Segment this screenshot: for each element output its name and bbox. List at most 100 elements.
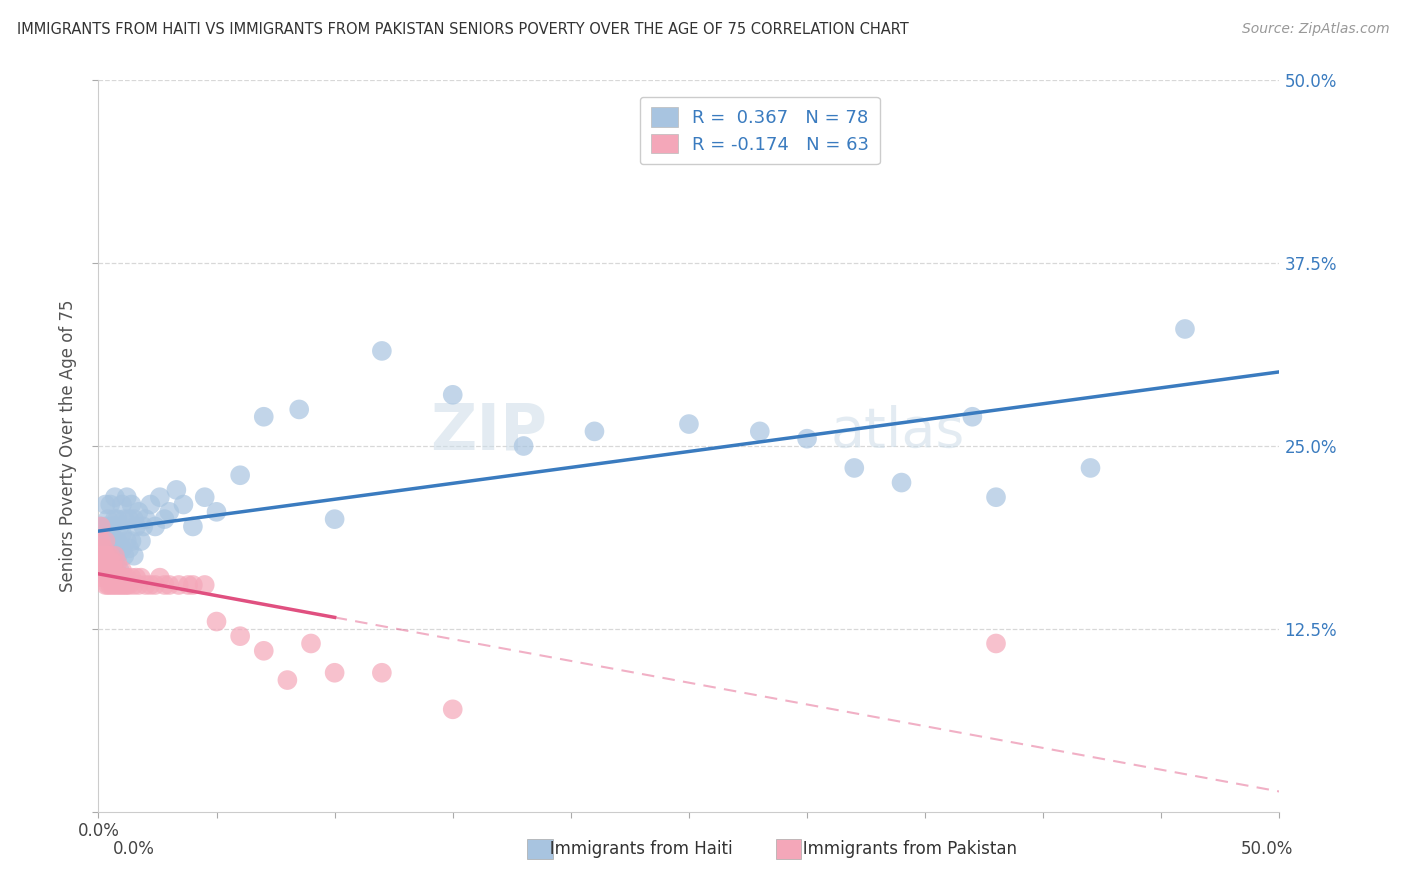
Point xyxy=(98,563,121,577)
Point xyxy=(94,534,117,549)
Point xyxy=(149,571,172,585)
Point xyxy=(91,541,114,556)
Point xyxy=(101,556,124,570)
Point xyxy=(121,534,143,549)
Text: 0.0%: 0.0% xyxy=(112,840,155,858)
Point xyxy=(984,490,1007,504)
Point xyxy=(118,541,141,556)
Point xyxy=(91,556,114,570)
Point xyxy=(205,615,228,629)
Point xyxy=(288,402,311,417)
Point xyxy=(104,578,127,592)
Point xyxy=(105,571,128,585)
Point xyxy=(748,425,770,439)
Point xyxy=(165,483,187,497)
Point xyxy=(118,512,141,526)
Point xyxy=(229,629,252,643)
Point xyxy=(97,512,120,526)
Point xyxy=(323,665,346,680)
Point xyxy=(98,498,121,512)
Point xyxy=(94,549,117,563)
Point xyxy=(90,534,112,549)
Point xyxy=(115,578,138,592)
Text: ZIP: ZIP xyxy=(430,401,547,462)
Point xyxy=(104,563,127,577)
Point xyxy=(101,578,124,592)
Point xyxy=(167,578,190,592)
Point xyxy=(91,556,114,570)
Text: Source: ZipAtlas.com: Source: ZipAtlas.com xyxy=(1241,22,1389,37)
Point xyxy=(97,534,120,549)
Point xyxy=(98,578,121,592)
Point xyxy=(253,409,276,424)
Point xyxy=(177,578,200,592)
Point xyxy=(157,505,180,519)
Point xyxy=(299,636,322,650)
Text: 50.0%: 50.0% xyxy=(1241,840,1294,858)
Point xyxy=(678,417,700,431)
Point xyxy=(105,578,128,592)
Point xyxy=(98,549,121,563)
Point xyxy=(112,571,135,585)
Point xyxy=(121,571,143,585)
Point xyxy=(125,571,148,585)
Point xyxy=(90,534,112,549)
Point xyxy=(125,519,148,533)
Point xyxy=(122,578,145,592)
Point xyxy=(97,541,120,556)
Point xyxy=(108,563,131,577)
Point xyxy=(139,578,162,592)
Point xyxy=(104,534,127,549)
Point xyxy=(105,534,128,549)
Point xyxy=(108,519,131,533)
Text: atlas: atlas xyxy=(831,404,965,458)
Point xyxy=(94,563,117,577)
Point xyxy=(108,578,131,592)
Point xyxy=(104,549,127,563)
Point xyxy=(1080,461,1102,475)
Point xyxy=(97,549,120,563)
Point xyxy=(121,498,143,512)
Point xyxy=(101,571,124,585)
Point xyxy=(276,673,298,687)
Text: IMMIGRANTS FROM HAITI VS IMMIGRANTS FROM PAKISTAN SENIORS POVERTY OVER THE AGE O: IMMIGRANTS FROM HAITI VS IMMIGRANTS FROM… xyxy=(17,22,908,37)
Point xyxy=(181,578,204,592)
Point xyxy=(94,578,117,592)
Point xyxy=(441,388,464,402)
Point xyxy=(143,519,166,533)
Y-axis label: Seniors Poverty Over the Age of 75: Seniors Poverty Over the Age of 75 xyxy=(59,300,77,592)
Point xyxy=(90,519,112,533)
Point xyxy=(112,549,135,563)
Point xyxy=(97,556,120,570)
Point xyxy=(90,563,112,577)
Point xyxy=(118,578,141,592)
Point xyxy=(115,534,138,549)
Point xyxy=(844,461,866,475)
Point xyxy=(91,526,114,541)
Point xyxy=(90,519,112,533)
Point xyxy=(139,498,162,512)
Point xyxy=(97,556,120,570)
Point xyxy=(112,578,135,592)
Point xyxy=(111,578,134,592)
Point xyxy=(441,702,464,716)
Point xyxy=(101,549,124,563)
Point xyxy=(1174,322,1197,336)
Point xyxy=(172,498,194,512)
Point xyxy=(97,571,120,585)
Bar xyxy=(527,839,553,859)
Point xyxy=(90,549,112,563)
Point xyxy=(111,526,134,541)
Point xyxy=(101,541,124,556)
Point xyxy=(253,644,276,658)
Text: Immigrants from Pakistan: Immigrants from Pakistan xyxy=(787,840,1018,858)
Point xyxy=(157,578,180,592)
Point xyxy=(105,512,128,526)
Point xyxy=(104,512,127,526)
Point xyxy=(108,541,131,556)
Point xyxy=(94,563,117,577)
Point xyxy=(104,556,127,570)
Point xyxy=(181,519,204,533)
Point xyxy=(122,512,145,526)
Point xyxy=(890,475,912,490)
